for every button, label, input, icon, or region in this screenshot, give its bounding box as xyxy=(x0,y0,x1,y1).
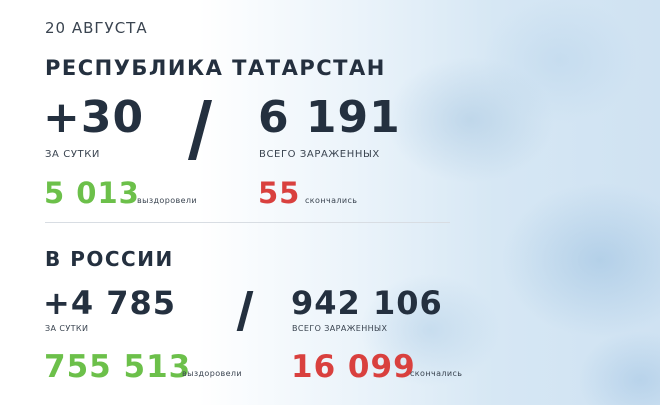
tatarstan-deaths: 55 xyxy=(258,176,301,210)
russia-total: 942 106 xyxy=(291,284,443,322)
russia-title: В РОССИИ xyxy=(45,247,174,271)
tatarstan-total: 6 191 xyxy=(258,92,401,143)
tatarstan-recovered: 5 013 xyxy=(44,176,140,210)
tatarstan-deaths-label: скончались xyxy=(305,196,358,205)
russia-recovered-label: выздоровели xyxy=(182,369,243,378)
russia-daily-label: ЗА СУТКИ xyxy=(45,324,89,333)
tatarstan-recovered-label: выздоровели xyxy=(137,196,198,205)
tatarstan-daily-label: ЗА СУТКИ xyxy=(45,149,100,160)
russia-deaths: 16 099 xyxy=(291,349,416,385)
section-divider xyxy=(45,222,450,223)
russia-deaths-label: скончались xyxy=(410,369,463,378)
date-label: 20 АВГУСТА xyxy=(45,19,148,37)
tatarstan-total-label: ВСЕГО ЗАРАЖЕННЫХ xyxy=(259,149,380,160)
tatarstan-title: РЕСПУБЛИКА ТАТАРСТАН xyxy=(45,56,386,80)
russia-daily: +4 785 xyxy=(43,284,177,322)
tatarstan-daily: +30 xyxy=(43,92,145,143)
russia-recovered: 755 513 xyxy=(44,349,192,385)
russia-total-label: ВСЕГО ЗАРАЖЕННЫХ xyxy=(292,324,388,333)
